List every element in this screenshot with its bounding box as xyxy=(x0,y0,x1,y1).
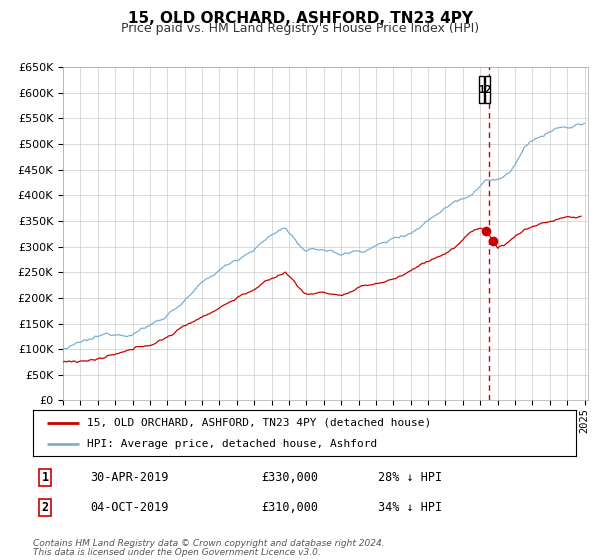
Text: 30-APR-2019: 30-APR-2019 xyxy=(90,471,169,484)
Text: 15, OLD ORCHARD, ASHFORD, TN23 4PY (detached house): 15, OLD ORCHARD, ASHFORD, TN23 4PY (deta… xyxy=(88,418,431,428)
Text: Contains HM Land Registry data © Crown copyright and database right 2024.: Contains HM Land Registry data © Crown c… xyxy=(33,539,385,548)
Text: 2: 2 xyxy=(41,501,49,514)
Text: 34% ↓ HPI: 34% ↓ HPI xyxy=(378,501,442,514)
Text: 04-OCT-2019: 04-OCT-2019 xyxy=(90,501,169,514)
Text: 15, OLD ORCHARD, ASHFORD, TN23 4PY: 15, OLD ORCHARD, ASHFORD, TN23 4PY xyxy=(128,11,473,26)
Bar xyxy=(485,76,490,103)
Text: 1: 1 xyxy=(479,85,485,95)
Text: 2: 2 xyxy=(484,85,490,95)
Text: Price paid vs. HM Land Registry's House Price Index (HPI): Price paid vs. HM Land Registry's House … xyxy=(121,22,479,35)
Text: £330,000: £330,000 xyxy=(261,471,318,484)
Text: 28% ↓ HPI: 28% ↓ HPI xyxy=(378,471,442,484)
Text: 1: 1 xyxy=(41,471,49,484)
Text: HPI: Average price, detached house, Ashford: HPI: Average price, detached house, Ashf… xyxy=(88,439,377,449)
Bar xyxy=(479,76,484,103)
Text: £310,000: £310,000 xyxy=(261,501,318,514)
Text: This data is licensed under the Open Government Licence v3.0.: This data is licensed under the Open Gov… xyxy=(33,548,321,557)
